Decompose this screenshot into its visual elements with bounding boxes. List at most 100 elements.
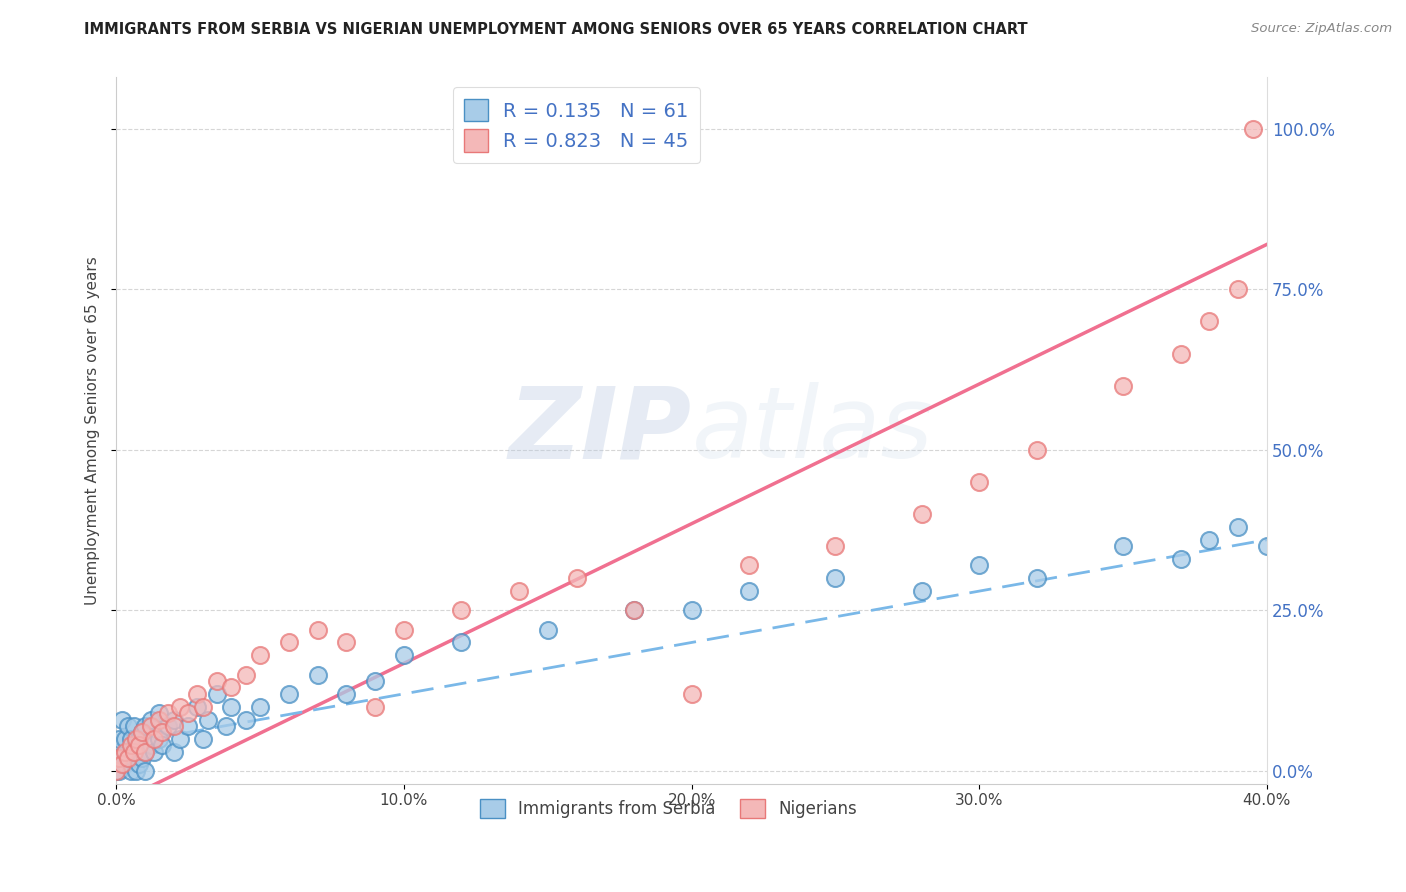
Point xyxy=(911,584,934,599)
Point xyxy=(277,687,299,701)
Point xyxy=(117,751,139,765)
Point xyxy=(148,706,170,720)
Point xyxy=(117,719,139,733)
Point xyxy=(1170,552,1192,566)
Point xyxy=(364,699,387,714)
Point xyxy=(108,731,131,746)
Point xyxy=(1025,442,1047,457)
Point xyxy=(205,687,228,701)
Point xyxy=(125,731,148,746)
Point xyxy=(235,713,257,727)
Point xyxy=(114,757,136,772)
Point xyxy=(221,681,243,695)
Point xyxy=(967,558,990,573)
Point xyxy=(191,731,214,746)
Point xyxy=(122,751,145,765)
Point xyxy=(148,731,170,746)
Point xyxy=(335,635,357,649)
Point xyxy=(128,757,150,772)
Point xyxy=(221,699,243,714)
Point xyxy=(364,673,387,688)
Point xyxy=(392,623,415,637)
Point xyxy=(1170,346,1192,360)
Point xyxy=(134,745,156,759)
Point xyxy=(139,738,162,752)
Y-axis label: Unemployment Among Seniors over 65 years: Unemployment Among Seniors over 65 years xyxy=(86,256,100,605)
Point xyxy=(1025,571,1047,585)
Point xyxy=(157,706,180,720)
Point xyxy=(139,719,162,733)
Point xyxy=(177,719,200,733)
Point xyxy=(134,764,156,778)
Point xyxy=(120,731,142,746)
Point xyxy=(911,507,934,521)
Text: Source: ZipAtlas.com: Source: ZipAtlas.com xyxy=(1251,22,1392,36)
Point xyxy=(824,539,846,553)
Point xyxy=(623,603,645,617)
Point xyxy=(824,571,846,585)
Point xyxy=(163,713,186,727)
Point xyxy=(186,699,208,714)
Point xyxy=(307,623,329,637)
Point xyxy=(150,725,173,739)
Point xyxy=(191,699,214,714)
Point xyxy=(1227,282,1250,296)
Point xyxy=(105,764,128,778)
Point xyxy=(128,731,150,746)
Point xyxy=(148,713,170,727)
Text: IMMIGRANTS FROM SERBIA VS NIGERIAN UNEMPLOYMENT AMONG SENIORS OVER 65 YEARS CORR: IMMIGRANTS FROM SERBIA VS NIGERIAN UNEMP… xyxy=(84,22,1028,37)
Point xyxy=(142,745,165,759)
Point xyxy=(450,635,472,649)
Point xyxy=(967,475,990,489)
Point xyxy=(114,745,136,759)
Point xyxy=(125,764,148,778)
Point xyxy=(1198,533,1220,547)
Text: atlas: atlas xyxy=(692,382,934,479)
Point xyxy=(142,731,165,746)
Point xyxy=(249,699,271,714)
Text: ZIP: ZIP xyxy=(509,382,692,479)
Legend: Immigrants from Serbia, Nigerians: Immigrants from Serbia, Nigerians xyxy=(472,792,865,825)
Point xyxy=(108,751,131,765)
Point xyxy=(131,751,153,765)
Point xyxy=(1241,121,1264,136)
Point xyxy=(134,719,156,733)
Point xyxy=(111,713,134,727)
Point xyxy=(537,623,560,637)
Point xyxy=(508,584,530,599)
Point xyxy=(117,751,139,765)
Point xyxy=(392,648,415,663)
Point xyxy=(1198,314,1220,328)
Point xyxy=(249,648,271,663)
Point xyxy=(134,745,156,759)
Point xyxy=(738,584,761,599)
Point xyxy=(623,603,645,617)
Point xyxy=(1112,378,1135,392)
Point xyxy=(205,673,228,688)
Point xyxy=(105,751,128,765)
Point xyxy=(177,706,200,720)
Point xyxy=(111,751,134,765)
Point xyxy=(169,731,191,746)
Point xyxy=(120,738,142,752)
Point xyxy=(122,745,145,759)
Point xyxy=(131,725,153,739)
Point xyxy=(1112,539,1135,553)
Point xyxy=(108,764,131,778)
Point xyxy=(214,719,236,733)
Point xyxy=(565,571,588,585)
Point xyxy=(139,713,162,727)
Point xyxy=(235,667,257,681)
Point xyxy=(125,738,148,752)
Point xyxy=(197,713,219,727)
Point xyxy=(335,687,357,701)
Point xyxy=(105,764,128,778)
Point xyxy=(163,719,186,733)
Point xyxy=(1256,539,1278,553)
Point xyxy=(277,635,299,649)
Point xyxy=(131,725,153,739)
Point xyxy=(450,603,472,617)
Point xyxy=(738,558,761,573)
Point xyxy=(114,731,136,746)
Point xyxy=(1227,520,1250,534)
